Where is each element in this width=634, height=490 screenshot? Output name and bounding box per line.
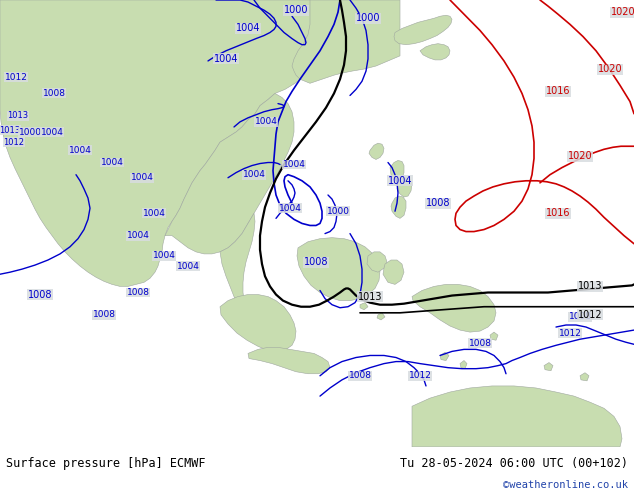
Text: 1013: 1013 xyxy=(358,292,382,301)
Text: 1008: 1008 xyxy=(469,339,491,348)
Text: 1004: 1004 xyxy=(41,127,63,137)
Text: 1008: 1008 xyxy=(42,89,65,98)
Text: 1008: 1008 xyxy=(426,198,450,208)
Text: 1004: 1004 xyxy=(243,170,266,179)
Text: 1020: 1020 xyxy=(567,151,592,161)
Polygon shape xyxy=(369,143,384,159)
Text: 1004: 1004 xyxy=(214,54,238,64)
Text: 1012: 1012 xyxy=(4,138,25,147)
Text: 1012: 1012 xyxy=(578,310,602,320)
Text: 1004: 1004 xyxy=(255,118,278,126)
Text: 1020: 1020 xyxy=(611,7,634,17)
Polygon shape xyxy=(165,94,294,254)
Text: 1000: 1000 xyxy=(356,13,380,24)
Text: 1008: 1008 xyxy=(93,310,115,319)
Polygon shape xyxy=(292,0,400,83)
Polygon shape xyxy=(397,178,412,197)
Text: Surface pressure [hPa] ECMWF: Surface pressure [hPa] ECMWF xyxy=(6,457,206,470)
Text: 1013: 1013 xyxy=(578,281,602,292)
Polygon shape xyxy=(412,284,496,332)
Polygon shape xyxy=(412,386,622,447)
Text: 1004: 1004 xyxy=(153,251,176,261)
Text: 1008: 1008 xyxy=(349,371,372,380)
Text: 1008: 1008 xyxy=(127,288,150,297)
Text: 1000: 1000 xyxy=(284,5,308,15)
Text: 1004: 1004 xyxy=(101,158,124,167)
Text: 1004: 1004 xyxy=(236,24,260,33)
Text: 1004: 1004 xyxy=(127,231,150,240)
Text: 1016: 1016 xyxy=(546,208,570,218)
Text: 1012: 1012 xyxy=(408,371,432,380)
Text: 1000: 1000 xyxy=(18,127,41,137)
Polygon shape xyxy=(440,352,449,361)
Text: 1008: 1008 xyxy=(304,257,328,267)
Polygon shape xyxy=(220,213,255,313)
Polygon shape xyxy=(490,332,498,340)
Text: 1008: 1008 xyxy=(569,313,592,321)
Text: 1004: 1004 xyxy=(388,176,412,186)
Polygon shape xyxy=(394,15,452,45)
Text: 1004: 1004 xyxy=(131,173,153,182)
Polygon shape xyxy=(297,238,380,301)
Polygon shape xyxy=(377,313,385,320)
Text: 1016: 1016 xyxy=(546,86,570,97)
Polygon shape xyxy=(367,252,387,272)
Polygon shape xyxy=(580,373,589,381)
Polygon shape xyxy=(220,294,296,351)
Text: 1012: 1012 xyxy=(4,73,27,82)
Text: 1000: 1000 xyxy=(327,207,349,216)
Polygon shape xyxy=(420,44,450,60)
Text: 1012: 1012 xyxy=(559,329,581,338)
Text: 1008: 1008 xyxy=(28,290,52,299)
Text: 1013: 1013 xyxy=(0,125,20,134)
Text: ©weatheronline.co.uk: ©weatheronline.co.uk xyxy=(503,480,628,490)
Text: 1004: 1004 xyxy=(143,209,165,218)
Text: 1013: 1013 xyxy=(8,111,29,120)
Text: 1020: 1020 xyxy=(598,64,623,74)
Polygon shape xyxy=(390,160,404,182)
Polygon shape xyxy=(391,196,406,219)
Text: 1004: 1004 xyxy=(68,146,91,155)
Polygon shape xyxy=(360,303,368,310)
Polygon shape xyxy=(544,363,553,371)
Text: 1004: 1004 xyxy=(176,262,200,270)
Polygon shape xyxy=(0,0,340,287)
Polygon shape xyxy=(460,361,467,368)
Polygon shape xyxy=(383,260,404,284)
Text: 1004: 1004 xyxy=(283,160,306,169)
Text: 1004: 1004 xyxy=(278,204,301,213)
Polygon shape xyxy=(248,347,330,374)
Text: Tu 28-05-2024 06:00 UTC (00+102): Tu 28-05-2024 06:00 UTC (00+102) xyxy=(399,457,628,470)
